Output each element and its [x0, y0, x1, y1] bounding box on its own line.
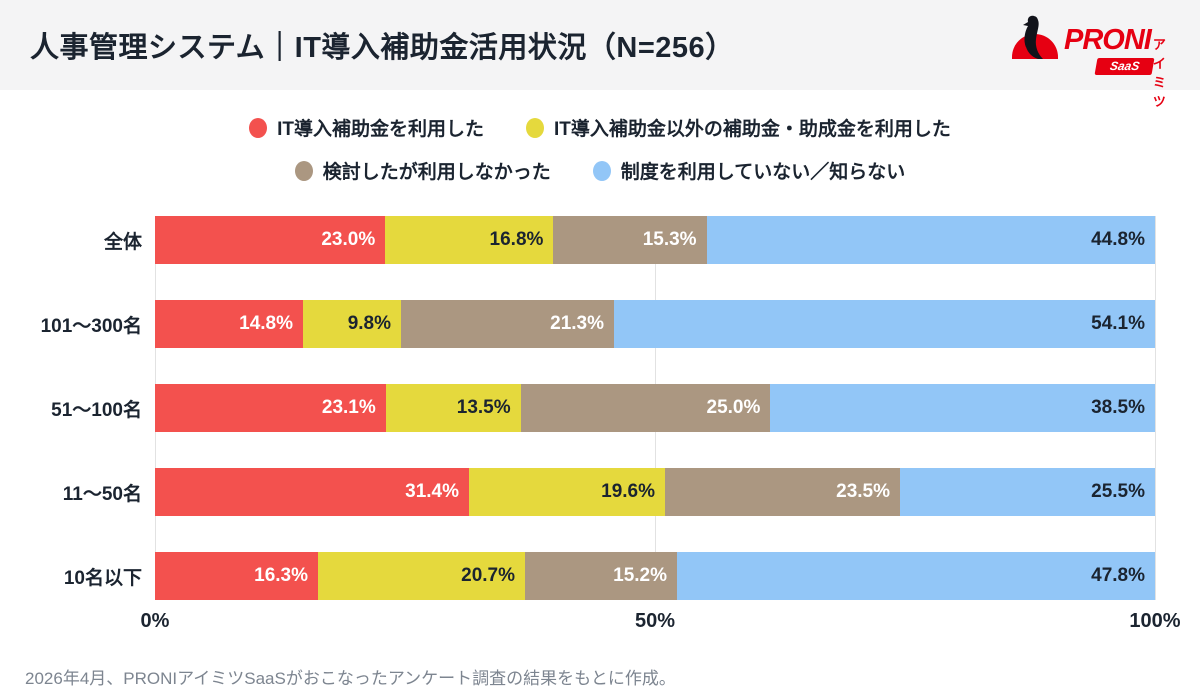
category-label: 101〜300名 [40, 315, 142, 337]
bar-segment: 23.5% [665, 468, 900, 516]
bar-row: 101〜300名 14.8% 9.8% 21.3% 54.1% [0, 300, 1200, 348]
legend-dot [294, 160, 313, 181]
source-note: 2026年4月、PRONIアイミツSaaSがおこなったアンケート調査の結果をもと… [25, 669, 676, 688]
bar-track: 14.8% 9.8% 21.3% 54.1% [155, 300, 1155, 348]
legend-dot [526, 117, 544, 138]
legend-dot [592, 160, 611, 181]
bar-segment: 15.3% [553, 216, 707, 264]
stacked-bar-chart: 全体 23.0% 16.8% 15.3% 44.8% 101〜300名 14.8% 9.8% 2… [0, 216, 1200, 636]
category-label: 10名以下 [63, 567, 142, 589]
category-label: 11〜50名 [62, 483, 142, 505]
bar-segment: 47.8% [677, 552, 1155, 600]
segment-value-label: 47.8% [1091, 565, 1145, 586]
bar-segment: 25.0% [520, 384, 771, 432]
segment-value-label: 16.8% [489, 229, 544, 250]
bar-segment: 16.8% [385, 216, 554, 264]
bar-row: 51〜100名 23.1% 13.5% 25.0% 38.5% [0, 384, 1200, 432]
legend-label: 制度を利用していない／知らない [620, 162, 906, 183]
bar-segment: 19.6% [469, 468, 665, 516]
logo-text: PRONI アイミツ [1064, 26, 1172, 110]
segment-value-label: 31.4% [405, 481, 459, 502]
bar-segment: 44.8% [706, 216, 1156, 264]
legend-item: 制度を利用していない／知らない [592, 157, 906, 184]
category-label: 51〜100名 [51, 399, 142, 421]
bar-segment: 31.4% [155, 468, 469, 516]
proni-logo: PRONI アイミツ SaaS [1000, 12, 1172, 109]
gridline [1155, 216, 1156, 600]
page-title: 人事管理システム｜IT導入補助金活用状況（N=256） [30, 32, 735, 64]
bar-segment: 25.5% [900, 468, 1155, 516]
segment-value-label: 25.0% [706, 397, 761, 418]
bar-segment: 21.3% [401, 300, 614, 348]
bar-track: 23.0% 16.8% 15.3% 44.8% [155, 216, 1156, 264]
segment-value-label: 20.7% [461, 565, 515, 586]
legend-item: 検討したが利用しなかった [294, 157, 551, 184]
bar-segment: 54.1% [614, 300, 1155, 348]
axis-tick-label: 50% [634, 610, 676, 632]
header: 人事管理システム｜IT導入補助金活用状況（N=256） PRONI アイミツ S… [0, 0, 1200, 109]
segment-value-label: 15.3% [642, 229, 697, 250]
bar-segment: 20.7% [318, 552, 525, 600]
bar-track: 16.3% 20.7% 15.2% 47.8% [155, 552, 1155, 600]
segment-value-label: 14.8% [239, 313, 293, 334]
x-axis: 0% 50% 100% [141, 610, 1181, 636]
segment-value-label: 25.5% [1091, 481, 1145, 502]
legend-label: 検討したが利用しなかった [322, 162, 551, 183]
bar-segment: 38.5% [770, 384, 1155, 432]
segment-value-label: 9.8% [347, 313, 391, 334]
bar-track: 31.4% 19.6% 23.5% 25.5% [155, 468, 1155, 516]
segment-value-label: 23.5% [836, 481, 890, 502]
legend-item: IT導入補助金を利用した [249, 114, 484, 141]
legend-row: 検討したが利用しなかった 制度を利用していない／知らない [0, 157, 1200, 184]
segment-value-label: 54.1% [1091, 313, 1145, 334]
bar-segment: 16.3% [155, 552, 318, 600]
bar-segment: 23.0% [155, 216, 386, 264]
legend: IT導入補助金を利用した IT導入補助金以外の補助金・助成金を利用した検討したが利… [0, 90, 1200, 184]
segment-value-label: 19.6% [601, 481, 655, 502]
segment-value-label: 44.8% [1091, 229, 1146, 250]
segment-value-label: 15.2% [613, 565, 667, 586]
bar-track: 23.1% 13.5% 25.0% 38.5% [155, 384, 1155, 432]
segment-value-label: 13.5% [456, 397, 511, 418]
bar-segment: 9.8% [303, 300, 401, 348]
logo-saas-badge: SaaS [1094, 58, 1155, 75]
penguin-icon [1023, 15, 1043, 60]
logo-brand: PRONI [1064, 24, 1152, 56]
bar-segment: 23.1% [155, 384, 386, 432]
axis-tick-label: 100% [1129, 610, 1181, 632]
bar-row: 10名以下 16.3% 20.7% 15.2% 47.8% [0, 552, 1200, 600]
bar-segment: 14.8% [155, 300, 303, 348]
segment-value-label: 23.1% [321, 397, 376, 418]
category-label: 全体 [103, 231, 142, 253]
bar-segment: 15.2% [525, 552, 677, 600]
legend-dot [249, 117, 268, 138]
logo-sub-label: アイミツ [1152, 37, 1166, 109]
bar-row: 11〜50名 31.4% 19.6% 23.5% 25.5% [0, 468, 1200, 516]
bars-container: 全体 23.0% 16.8% 15.3% 44.8% 101〜300名 14.8% 9.8% 2… [0, 216, 1200, 600]
segment-value-label: 16.3% [254, 565, 308, 586]
segment-value-label: 23.0% [321, 229, 376, 250]
legend-row: IT導入補助金を利用した IT導入補助金以外の補助金・助成金を利用した [0, 114, 1200, 141]
legend-item: IT導入補助金以外の補助金・助成金を利用した [526, 114, 951, 141]
legend-label: IT導入補助金以外の補助金・助成金を利用した [554, 119, 951, 140]
segment-value-label: 21.3% [550, 313, 604, 334]
segment-value-label: 38.5% [1091, 397, 1145, 418]
legend-label: IT導入補助金を利用した [277, 119, 484, 140]
axis-tick-label: 0% [140, 610, 170, 632]
bar-segment: 13.5% [385, 384, 521, 432]
bar-row: 全体 23.0% 16.8% 15.3% 44.8% [0, 216, 1200, 264]
